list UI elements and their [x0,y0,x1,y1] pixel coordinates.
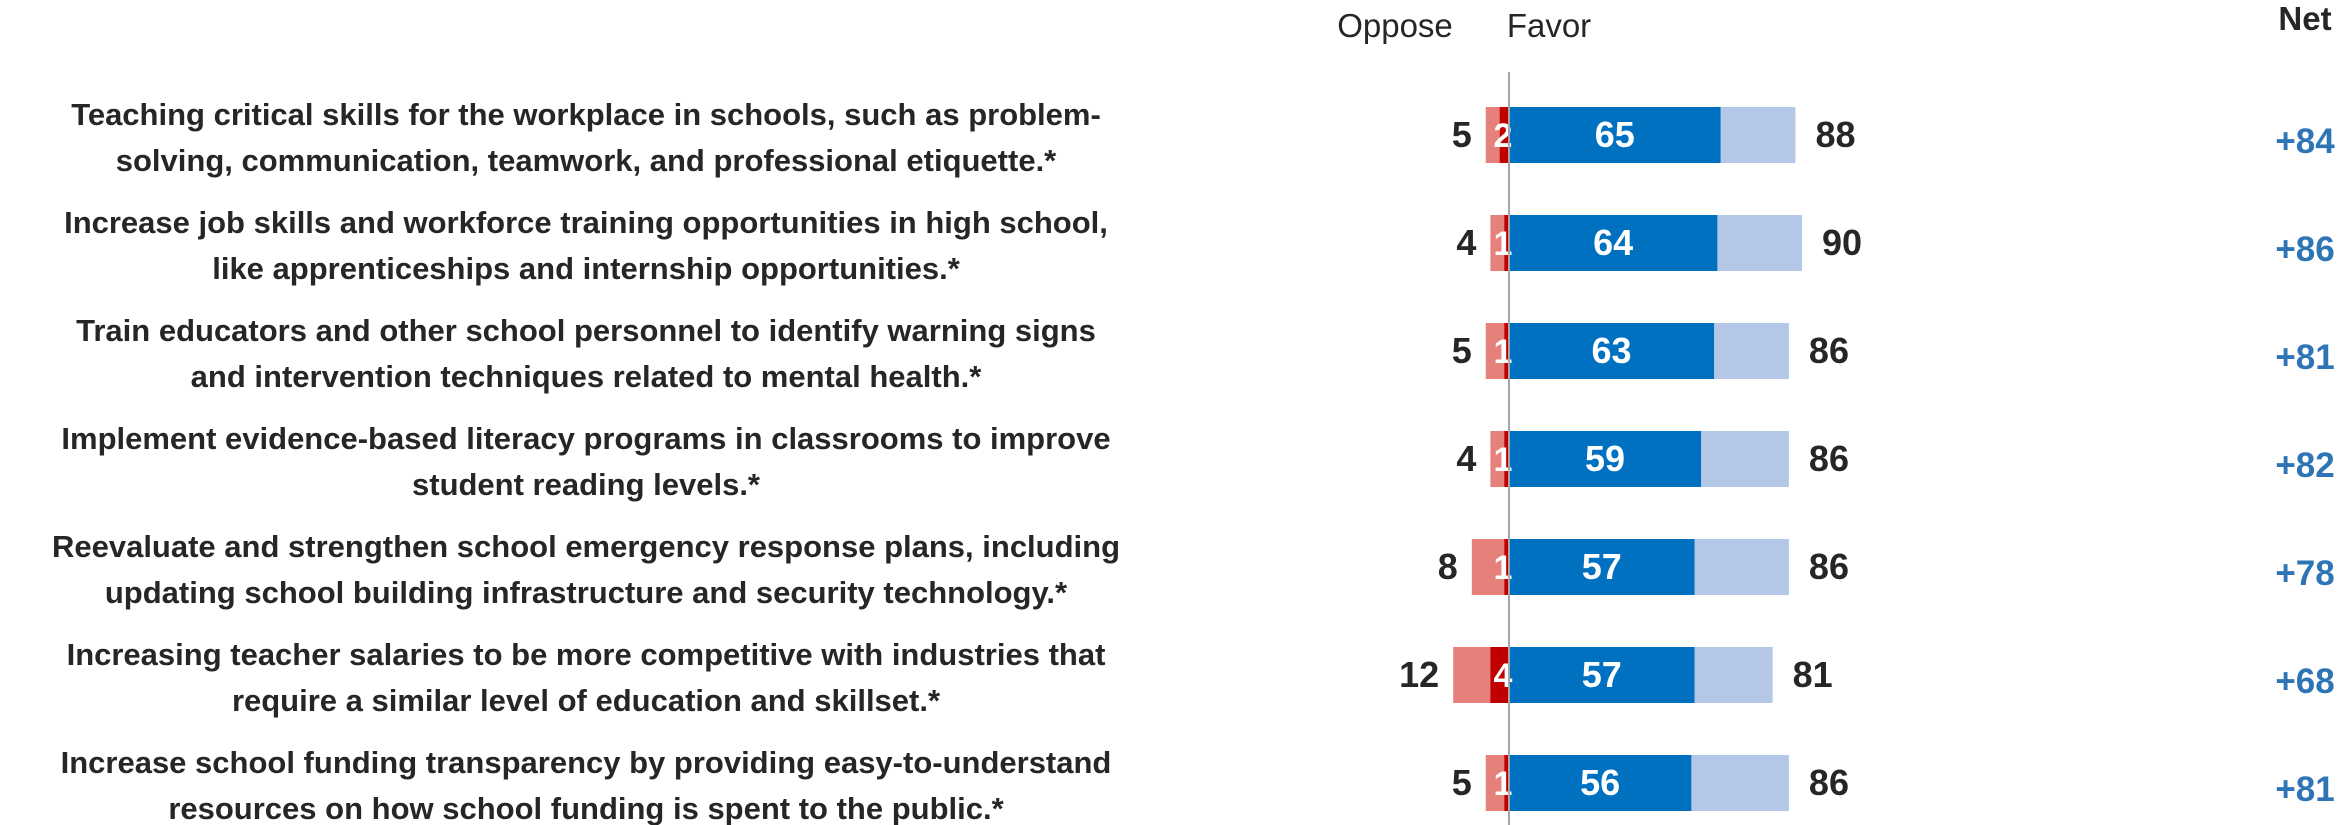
label-net: +68 [2275,662,2334,701]
bar-oppose-strong [1504,755,1509,811]
label-net: +78 [2275,554,2334,593]
chart-row: Increase school funding transparency by … [61,745,2335,825]
category-label: require a similar level of education and… [232,683,941,718]
chart-rows: Teaching critical skills for the workpla… [52,97,2335,825]
label-oppose-total: 5 [1452,330,1472,371]
label-favor-total: 86 [1809,762,1849,803]
category-label: updating school building infrastructure … [105,575,1068,610]
label-oppose-total: 4 [1456,222,1476,263]
bar-oppose-strong [1499,107,1509,163]
label-oppose-total: 4 [1456,438,1476,479]
category-label: student reading levels.* [412,467,761,502]
label-favor-strong: 57 [1582,654,1622,695]
bar-oppose-total [1485,755,1509,811]
oppose-header: Oppose [1337,7,1453,44]
category-label: Increasing teacher salaries to be more c… [67,637,1106,672]
label-favor-total: 90 [1822,222,1862,263]
label-oppose-strong: 1 [1494,225,1513,263]
category-label: Train educators and other school personn… [76,313,1096,348]
bar-favor-strong [1509,215,1718,271]
bar-oppose-total [1471,539,1509,595]
net-header: Net [2278,0,2331,37]
label-net: +82 [2275,446,2334,485]
label-favor-total: 88 [1815,114,1855,155]
category-label: Implement evidence-based literacy progra… [61,421,1110,456]
label-oppose-total: 5 [1452,114,1472,155]
label-favor-strong: 57 [1582,546,1622,587]
bar-favor-strong [1509,755,1692,811]
label-net: +81 [2275,338,2334,377]
chart-row: Increasing teacher salaries to be more c… [67,637,2335,718]
category-label: like apprenticeships and internship oppo… [212,251,960,286]
bar-oppose-strong [1504,539,1509,595]
label-favor-strong: 65 [1595,114,1635,155]
bar-favor-strong [1509,107,1721,163]
label-favor-total: 81 [1793,654,1833,695]
label-oppose-strong: 1 [1494,549,1513,587]
label-favor-strong: 64 [1593,222,1633,263]
chart-row: Implement evidence-based literacy progra… [61,421,2334,502]
category-label: Increase school funding transparency by … [61,745,1112,780]
label-oppose-strong: 1 [1494,765,1513,803]
label-favor-strong: 56 [1580,762,1620,803]
category-label: resources on how school funding is spent… [168,791,1004,825]
category-label: Increase job skills and workforce traini… [64,205,1108,240]
label-favor-total: 86 [1809,438,1849,479]
bar-oppose-total [1485,323,1509,379]
label-favor-total: 86 [1809,546,1849,587]
label-net: +86 [2275,230,2334,269]
bar-favor-strong [1509,539,1695,595]
label-net: +84 [2275,122,2335,161]
chart-row: Teaching critical skills for the workpla… [71,97,2335,178]
label-oppose-total: 12 [1399,654,1439,695]
chart-row: Reevaluate and strengthen school emergen… [52,529,2335,610]
label-favor-strong: 59 [1585,438,1625,479]
category-label: solving, communication, teamwork, and pr… [116,143,1057,178]
bar-oppose-strong [1490,647,1509,703]
chart-row: Increase job skills and workforce traini… [64,205,2335,286]
category-label: and intervention techniques related to m… [191,359,983,394]
category-label: Reevaluate and strengthen school emergen… [52,529,1120,564]
bar-oppose-strong [1504,323,1509,379]
label-oppose-total: 5 [1452,762,1472,803]
label-net: +81 [2275,770,2334,809]
bar-favor-strong [1509,431,1702,487]
favor-header: Favor [1507,7,1591,44]
chart-row: Train educators and other school personn… [76,313,2335,394]
bar-oppose-strong [1504,431,1509,487]
label-oppose-strong: 1 [1494,441,1513,479]
label-oppose-total: 8 [1438,546,1458,587]
bar-favor-strong [1509,323,1715,379]
label-oppose-strong: 2 [1494,117,1513,155]
label-oppose-strong: 4 [1494,657,1513,695]
category-label: Teaching critical skills for the workpla… [71,97,1101,132]
label-favor-total: 86 [1809,330,1849,371]
bar-favor-strong [1509,647,1695,703]
bar-oppose-strong [1504,215,1509,271]
label-oppose-strong: 1 [1494,333,1513,371]
label-favor-strong: 63 [1592,330,1632,371]
